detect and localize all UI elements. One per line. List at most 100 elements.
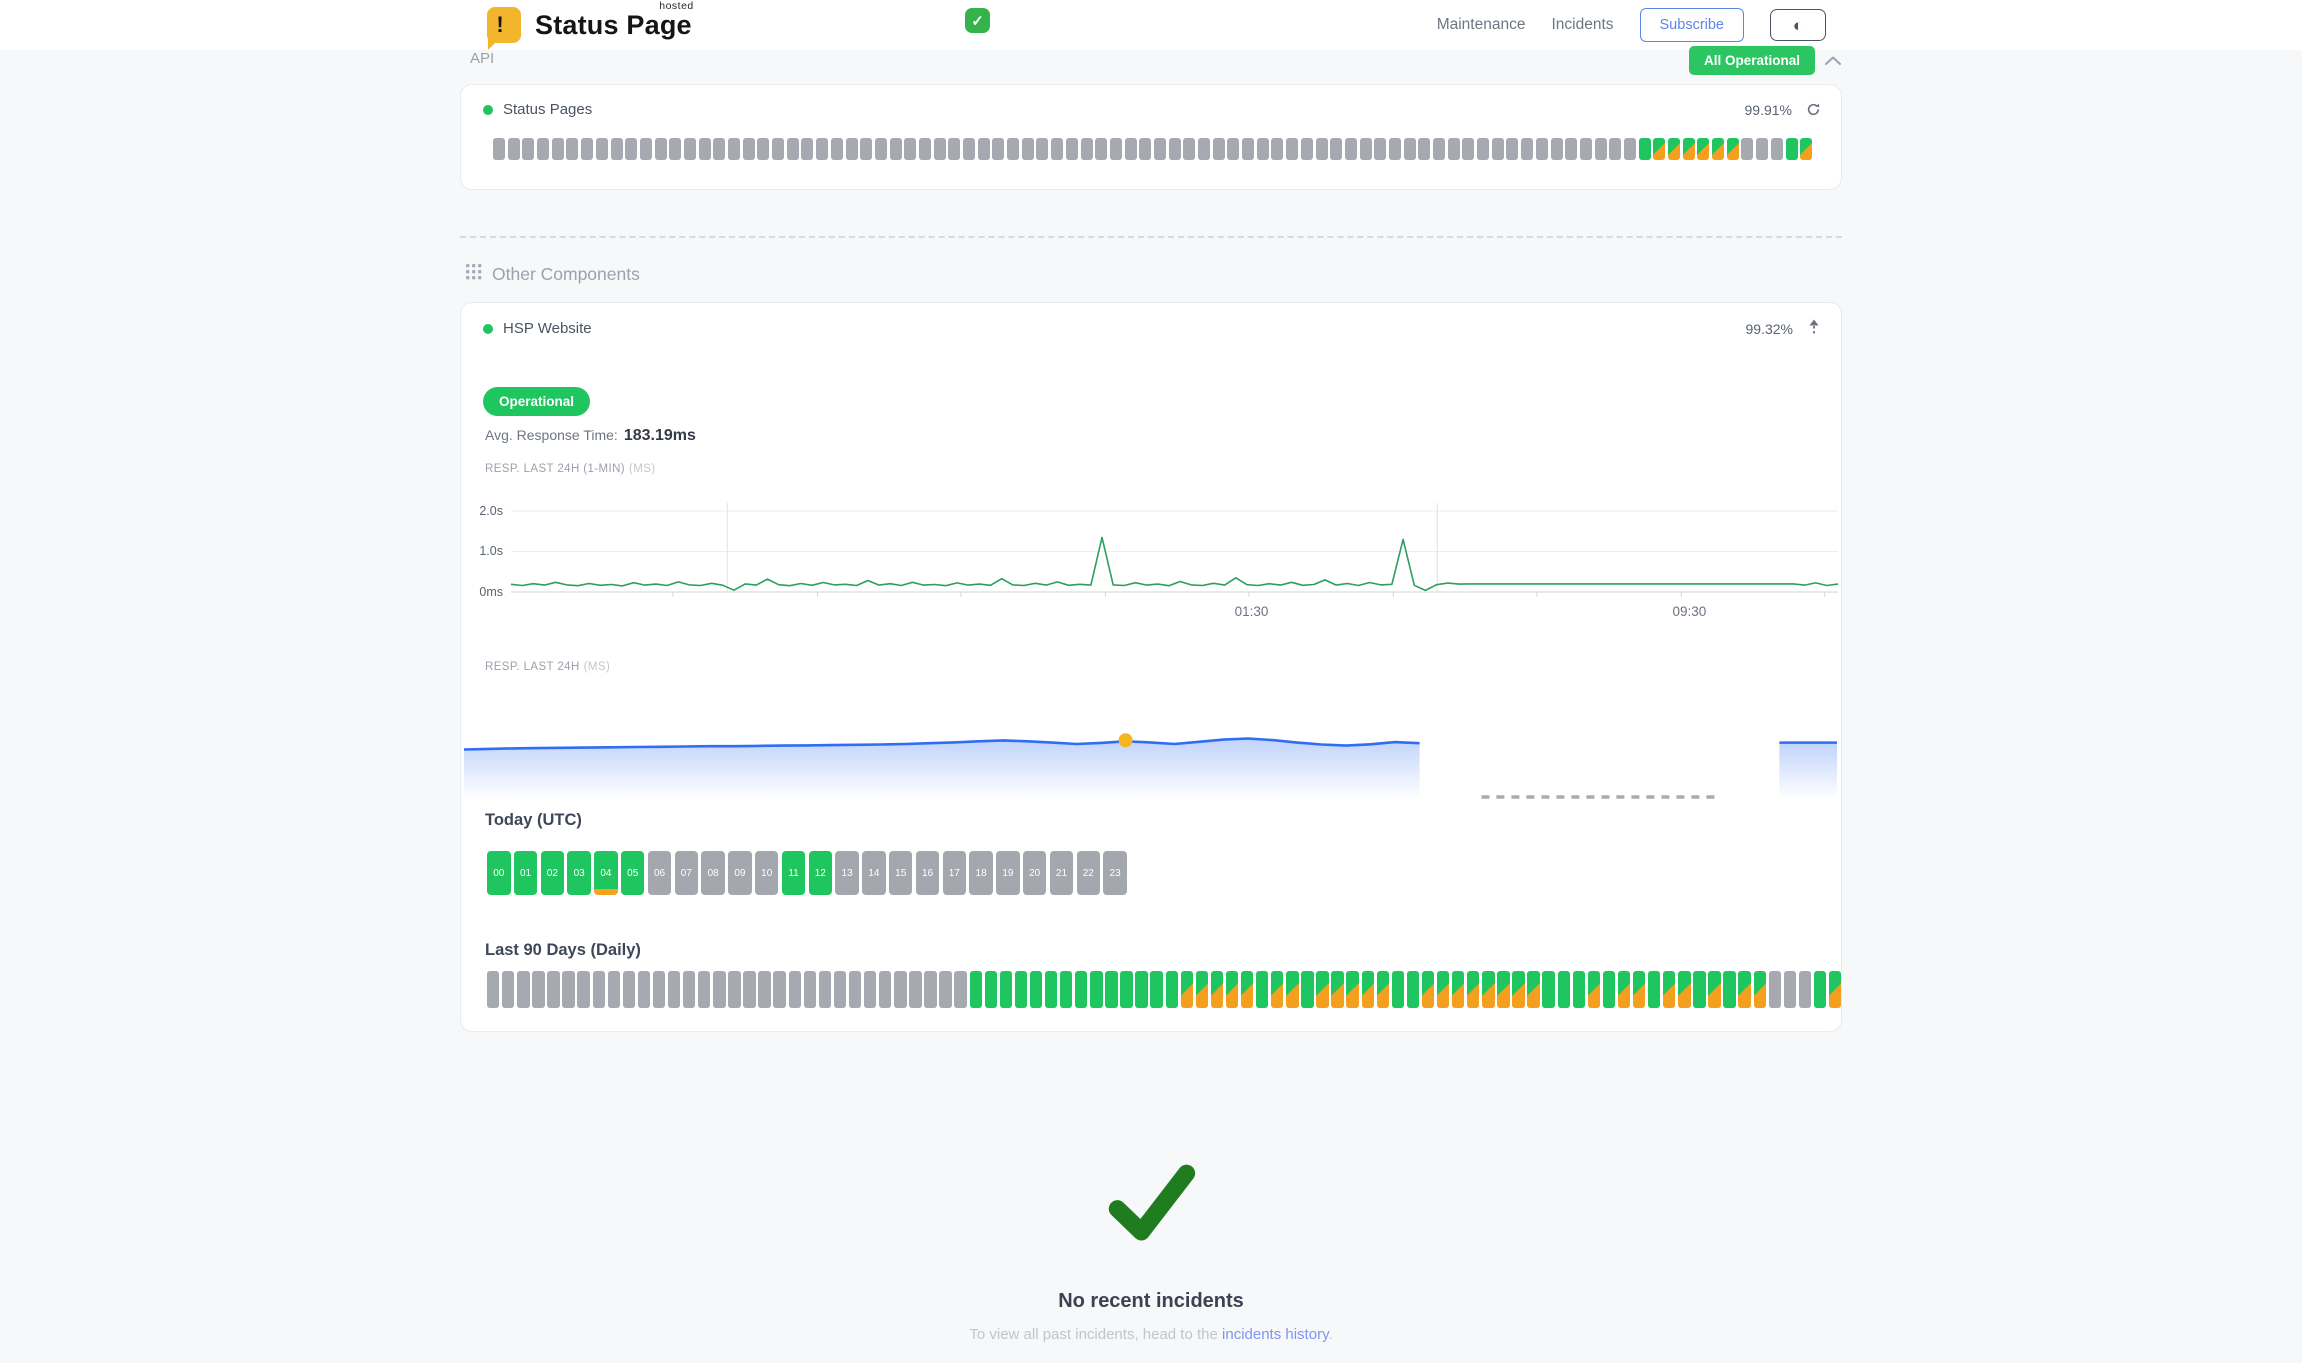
daily-uptime-bar [1240,971,1254,1008]
uptime-bar [1007,138,1020,160]
daily-uptime-bar [969,971,982,1008]
uptime-bar [772,138,785,160]
uptime-bar [845,138,858,160]
subscribe-button[interactable]: Subscribe [1639,8,1744,42]
uptime-bar [1741,138,1754,160]
daily-uptime-bar [743,971,756,1008]
uptime-bar [1550,138,1563,160]
chevron-up-icon[interactable] [1824,55,1842,67]
uptime-bar [610,138,623,160]
daily-uptime-bar [1165,971,1178,1008]
uptime-bar [874,138,887,160]
area-chart-svg [463,733,1837,799]
daily-uptime-bar [1813,971,1827,1008]
hour-block: 01 [513,851,538,895]
last90-bar-strip [487,971,1842,1008]
uptime-bar [1124,138,1137,160]
uptime-bar [904,138,917,160]
chart2-title-text: RESP. LAST 24H [485,661,580,673]
no-incidents-check-icon [460,1158,1842,1250]
uptime-bar [1418,138,1431,160]
daily-uptime-bar [1723,971,1736,1008]
uptime-bar [1021,138,1034,160]
daily-uptime-bar [924,971,937,1008]
uptime-bar [698,138,711,160]
uptime-bar [669,138,682,160]
uptime-bar [1785,138,1798,160]
no-incidents-title: No recent incidents [1058,1290,1244,1312]
daily-uptime-bar [1150,971,1163,1008]
daily-uptime-bar [818,971,832,1008]
daily-uptime-bar [1271,971,1284,1008]
uptime-bar [581,138,594,160]
daily-uptime-bar [1557,971,1570,1008]
uptime-bar [1212,138,1225,160]
uptime-bar [1726,138,1739,160]
nav-incidents[interactable]: Incidents [1551,16,1614,33]
nav-maintenance[interactable]: Maintenance [1436,16,1526,33]
uptime-bar [757,138,770,160]
uptime-bar [507,138,520,160]
uptime-bar [1080,138,1093,160]
brand-name: Status Page [535,9,692,40]
daily-uptime-bar [1225,971,1239,1008]
daily-uptime-bar [1406,971,1420,1008]
uptime-bar [918,138,931,160]
hour-block: 09 [728,851,752,895]
uptime-bar [1565,138,1578,160]
daily-uptime-bar [1195,971,1209,1008]
brand-superscript: hosted [659,0,694,12]
uptime-bar [713,138,726,160]
hour-block: 06 [647,851,672,895]
uptime-bar [742,138,755,160]
daily-uptime-bar [1527,971,1540,1008]
daily-uptime-bar [683,971,696,1008]
uptime-bar [992,138,1005,160]
incidents-section: No recent incidents To view all past inc… [460,1150,1842,1360]
uptime-bar [1433,138,1445,160]
chart2-unit: (MS) [583,661,611,673]
daily-uptime-bar [1617,971,1631,1008]
hour-block: 04 [594,851,618,895]
theme-toggle-button[interactable]: ◐ [1770,9,1826,41]
uptime-percentage: 99.91% [1744,101,1792,118]
hour-block: 12 [808,851,833,895]
uptime-bar [522,138,535,160]
daily-uptime-bar [1497,971,1510,1008]
uptime-bar [889,138,902,160]
uptime-bar [1051,138,1064,160]
uptime-bar [1712,138,1725,160]
header-nav: Maintenance Incidents Subscribe ◐ [1437,8,1826,42]
uptime-bar [654,138,667,160]
incidents-history-link[interactable]: incidents history [1222,1326,1329,1343]
uptime-bar [1579,138,1592,160]
uptime-bar [1300,138,1313,160]
collapse-arrow-icon[interactable] [1807,319,1821,338]
daily-uptime-bar [1467,971,1480,1008]
uptime-percentage: 99.32% [1745,320,1793,337]
uptime-bar [786,138,799,160]
daily-uptime-bar [1075,971,1088,1008]
hour-block: 21 [1049,851,1074,895]
daily-uptime-bar [879,971,892,1008]
daily-uptime-bar [939,971,952,1008]
uptime-bar [639,138,652,160]
today-hour-strip: 00 01 02 03 04 05 06 07 08 09 10 11 12 13 14 15 16 17 18 19… [487,851,1127,895]
uptime-bar [1374,138,1387,160]
today-label: Today (UTC) [485,811,582,829]
component-name: HSP Website [503,320,592,337]
brand-logo[interactable]: ! ✓ hosted Status Page [487,0,990,50]
hour-block: 05 [620,851,645,895]
hour-block: 19 [996,851,1020,895]
daily-uptime-bar [1587,971,1601,1008]
refresh-icon[interactable] [1806,102,1821,117]
operational-badge: Operational [483,387,591,416]
uptime-bar [1139,138,1152,160]
uptime-bar [1095,138,1108,160]
uptime-bar [830,138,843,160]
uptime-bar [1462,138,1475,160]
hour-block: 11 [781,851,806,895]
hour-block: 03 [567,851,591,895]
daily-uptime-bar [1632,971,1646,1008]
daily-uptime-bar [848,971,862,1008]
